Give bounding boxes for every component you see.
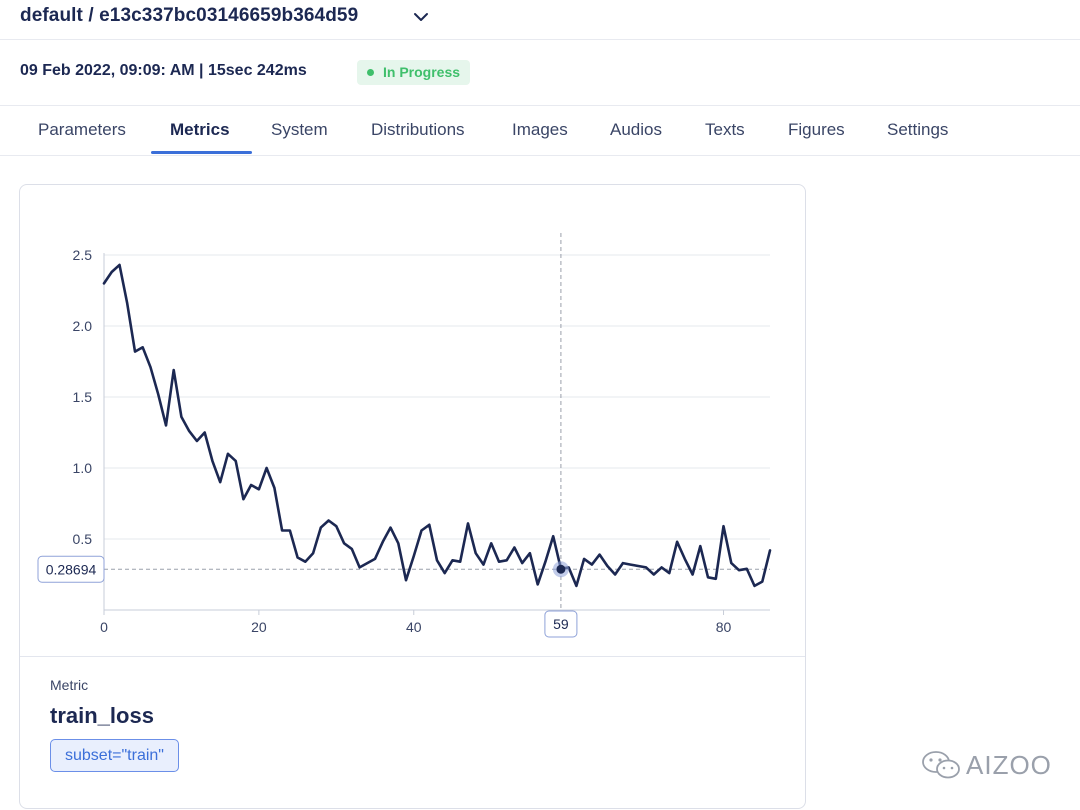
- y-tick-label: 1.0: [73, 460, 93, 476]
- x-tick-label: 20: [251, 619, 267, 635]
- run-tabs: Parameters Metrics System Distributions …: [0, 106, 1080, 156]
- hover-point: [556, 564, 566, 574]
- tab-distributions[interactable]: Distributions: [371, 120, 465, 139]
- status-dot-icon: [367, 69, 374, 76]
- x-tick-label: 80: [716, 619, 732, 635]
- hover-x-label: 59: [553, 616, 569, 632]
- watermark: AIZOO: [920, 748, 1060, 782]
- tab-settings[interactable]: Settings: [887, 120, 949, 139]
- metric-name: train_loss: [50, 703, 154, 728]
- tab-parameters[interactable]: Parameters: [38, 120, 126, 139]
- tab-images[interactable]: Images: [512, 120, 568, 139]
- run-info-bar: 09 Feb 2022, 09:09: AM | 15sec 242ms In …: [0, 40, 1080, 106]
- hover-y-label: 0.28694: [46, 561, 97, 577]
- chevron-down-icon[interactable]: [410, 6, 432, 28]
- y-tick-label: 1.5: [73, 389, 93, 405]
- series-line: [102, 263, 772, 588]
- run-title: default / e13c337bc03146659b364d59: [20, 5, 359, 26]
- watermark-text: AIZOO: [966, 750, 1052, 780]
- wechat-icon: [922, 751, 960, 779]
- metric-caption: Metric: [50, 677, 89, 693]
- tab-metrics[interactable]: Metrics: [170, 120, 230, 139]
- tab-texts[interactable]: Texts: [705, 120, 745, 139]
- x-tick-label: 0: [100, 619, 108, 635]
- hover-y-label-box: [37, 555, 105, 583]
- run-date-duration: 09 Feb 2022, 09:09: AM | 15sec 242ms: [20, 62, 307, 79]
- context-chip[interactable]: subset="train": [50, 739, 179, 772]
- hover-x-label-box: [544, 610, 578, 638]
- x-tick-label: 40: [406, 619, 422, 635]
- tab-system[interactable]: System: [271, 120, 328, 139]
- tab-figures[interactable]: Figures: [788, 120, 845, 139]
- status-badge: In Progress: [357, 60, 471, 85]
- active-tab-indicator: [151, 151, 252, 154]
- card-divider: [20, 656, 805, 657]
- y-tick-label: 2.5: [73, 247, 93, 263]
- tab-audios[interactable]: Audios: [610, 120, 662, 139]
- y-tick-label: 2.0: [73, 318, 93, 334]
- run-header: default / e13c337bc03146659b364d59: [0, 0, 1080, 40]
- y-tick-label: 0.5: [73, 531, 93, 547]
- status-label: In Progress: [383, 64, 461, 80]
